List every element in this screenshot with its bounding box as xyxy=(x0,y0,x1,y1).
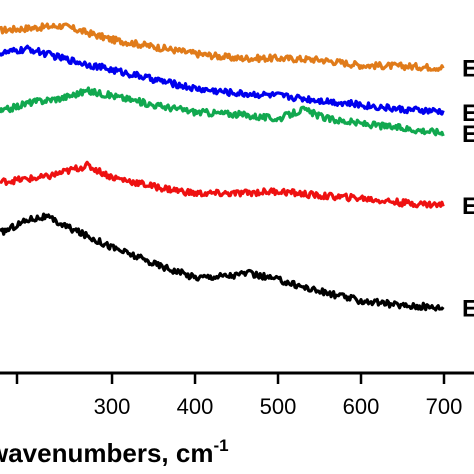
x-axis-label-text: wavenumbers, cm xyxy=(0,438,213,468)
series-layer xyxy=(0,22,445,312)
x-tick-label-600: 600 xyxy=(343,394,380,419)
x-axis-label: wavenumbers, cm-1 xyxy=(0,436,229,468)
x-tick-label-300: 300 xyxy=(94,394,131,419)
x-axis-label-superscript: -1 xyxy=(213,436,228,455)
series-line-1 xyxy=(0,22,445,72)
x-axis-ticks: 300 400 500 600 700 xyxy=(15,373,463,419)
series-tag-4: E xyxy=(462,193,474,220)
series-tag-3: E xyxy=(462,121,474,148)
series-tag-5: E xyxy=(462,296,474,323)
x-tick-label-500: 500 xyxy=(260,394,297,419)
series-line-5 xyxy=(0,212,445,312)
x-tick-label-400: 400 xyxy=(177,394,214,419)
series-tag-1: E xyxy=(462,56,474,83)
series-line-3 xyxy=(0,86,445,137)
series-line-2 xyxy=(0,44,445,116)
series-line-4 xyxy=(0,160,445,209)
series-tag-2: E xyxy=(462,100,474,127)
x-tick-label-700: 700 xyxy=(426,394,463,419)
